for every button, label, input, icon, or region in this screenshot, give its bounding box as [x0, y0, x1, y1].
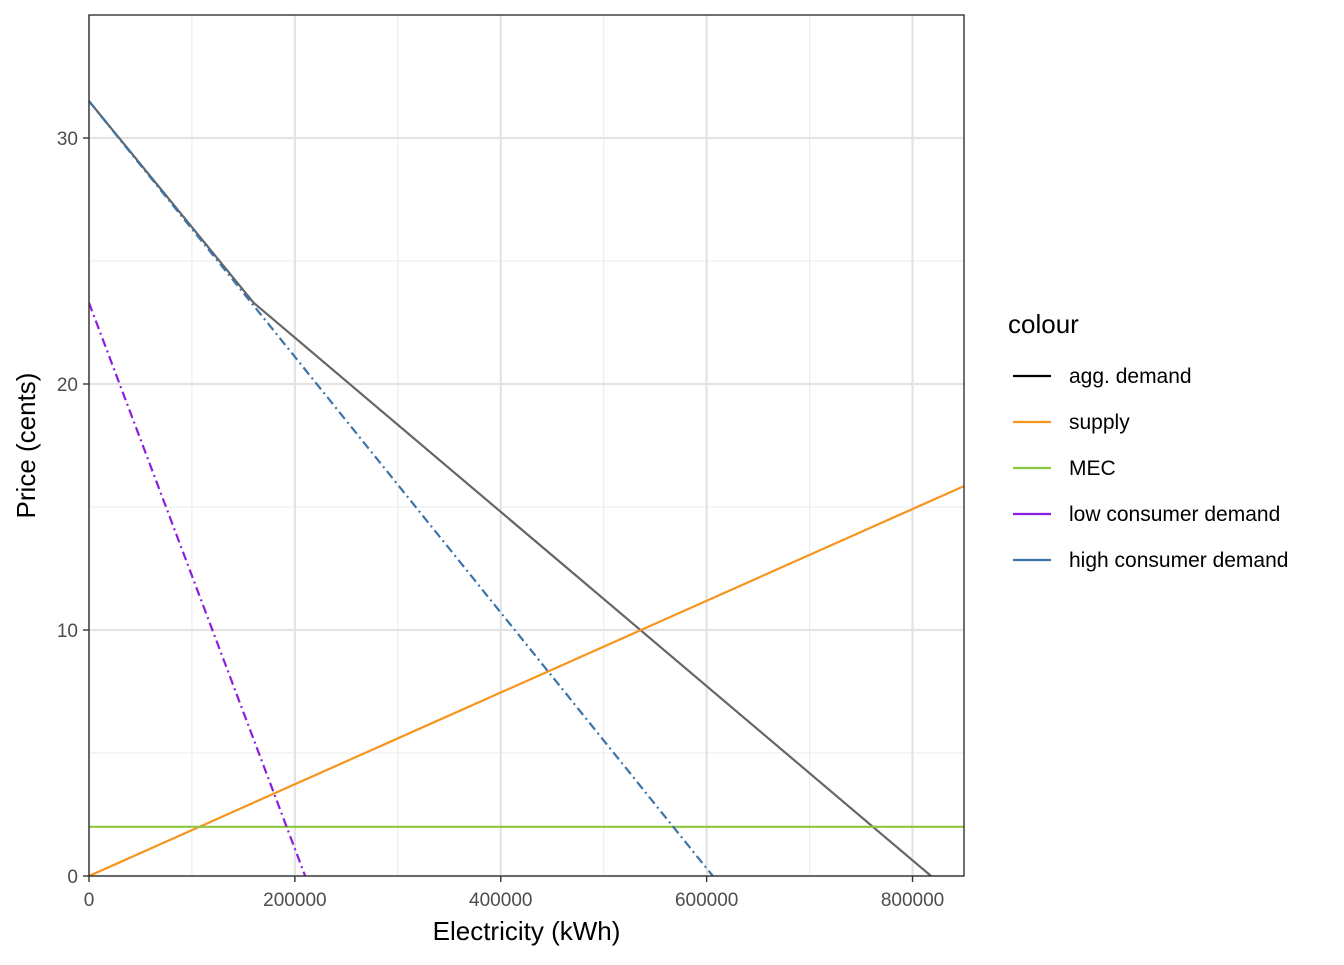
x-tick-label: 200000	[263, 890, 326, 911]
series-line-low-consumer-demand	[89, 302, 307, 876]
y-tick-label: 10	[57, 621, 78, 642]
legend-title: colour	[1008, 309, 1079, 339]
y-tick-label: 0	[67, 867, 78, 888]
legend-item: low consumer demand	[1013, 503, 1280, 526]
legend-label: low consumer demand	[1069, 503, 1280, 526]
x-tick-label: 600000	[675, 890, 738, 911]
y-tick-label: 20	[57, 375, 78, 396]
series-line-agg-demand	[89, 100, 932, 876]
x-tick-label: 800000	[881, 890, 944, 911]
series-line-supply	[89, 485, 964, 876]
y-axis-title: Price (cents)	[11, 373, 41, 519]
x-tick-label: 400000	[469, 890, 532, 911]
x-axis-title: Electricity (kWh)	[433, 916, 621, 946]
legend-item: high consumer demand	[1013, 549, 1288, 572]
x-axis: 0 200000 400000 600000 800000	[84, 876, 944, 911]
series-line-high-consumer-demand	[89, 100, 714, 876]
legend-item: MEC	[1013, 457, 1116, 480]
legend-label: high consumer demand	[1069, 549, 1288, 572]
series-lines	[89, 100, 964, 876]
plot-panel-border	[88, 14, 965, 877]
legend-item: supply	[1013, 411, 1130, 434]
legend: colour agg. demand supply MEC low consumer …	[1008, 309, 1288, 572]
x-tick-label: 0	[84, 890, 95, 911]
legend-item: agg. demand	[1013, 365, 1192, 388]
y-tick-label: 30	[57, 129, 78, 150]
legend-items: agg. demand supply MEC low consumer demand h…	[1013, 365, 1288, 572]
legend-label: agg. demand	[1069, 365, 1192, 388]
y-axis: 0 10 20 30	[57, 129, 89, 888]
legend-label: supply	[1069, 411, 1130, 434]
legend-label: MEC	[1069, 457, 1116, 480]
